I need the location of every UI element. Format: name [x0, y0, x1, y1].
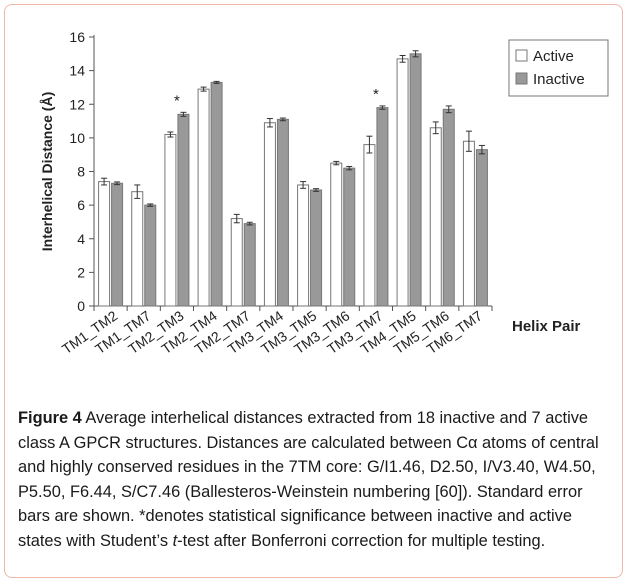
legend-box — [508, 39, 609, 97]
chart-axes: 0 2 4 6 8 10 12 14 16 — [69, 29, 493, 314]
bar-inactive-tm2_tm3 — [177, 113, 190, 307]
bar-inactive-tm6_tm7 — [475, 149, 488, 307]
bar-active-tm1_tm2 — [98, 181, 111, 307]
bar-chart: 0 2 4 6 8 10 12 14 16 Interhelical Distance (Å) H… — [39, 29, 609, 357]
bar-active-tm6_tm7 — [462, 140, 475, 307]
y-tick-label: 12 — [69, 96, 85, 112]
bar-inactive-tm5_tm6 — [442, 108, 455, 307]
y-tick-label: 6 — [77, 197, 85, 213]
bar-active-tm2_tm7 — [230, 218, 243, 307]
figure-caption: Figure 4 Average interhelical distances … — [18, 406, 610, 554]
bar-active-tm3_tm4 — [263, 122, 276, 307]
bar-inactive-tm1_tm2 — [111, 182, 124, 307]
bar-active-tm2_tm3 — [164, 134, 177, 307]
bar-inactive-tm3_tm5 — [310, 189, 323, 307]
chart-legend[interactable]: Active Inactive — [508, 39, 609, 97]
legend-swatch-inactive — [515, 72, 528, 85]
significance-marker: * — [373, 86, 379, 103]
bar-inactive-tm3_tm7 — [376, 107, 389, 307]
caption-t-italic: t — [172, 531, 178, 550]
bar-inactive-tm3_tm6 — [343, 167, 356, 307]
y-tick-label: 16 — [69, 29, 85, 45]
legend-label-inactive[interactable]: Inactive — [533, 71, 585, 88]
y-tick-label: 4 — [77, 231, 85, 247]
legend-label-active[interactable]: Active — [533, 48, 574, 65]
bar-inactive-tm2_tm4 — [210, 81, 223, 307]
bar-active-tm2_tm4 — [197, 88, 210, 307]
bar-active-tm3_tm6 — [330, 162, 343, 307]
bar-active-tm1_tm7 — [131, 191, 144, 307]
bar-active-tm5_tm6 — [429, 127, 442, 307]
y-tick-label: 10 — [69, 130, 85, 146]
bar-active-tm3_tm5 — [297, 184, 310, 307]
x-axis-title: Helix Pair — [512, 318, 581, 335]
caption-text-2: -test after Bonferroni correction for mu… — [177, 531, 546, 550]
legend-swatch-active — [515, 49, 528, 62]
caption-text-1: Average interhelical distances extracted… — [18, 409, 599, 550]
bar-inactive-tm3_tm4 — [276, 118, 289, 307]
bar-active-tm4_tm5 — [396, 58, 409, 307]
y-tick-label: 8 — [77, 164, 85, 180]
significance-marker: * — [174, 92, 180, 109]
bar-inactive-tm4_tm5 — [409, 53, 422, 307]
y-tick-label: 2 — [77, 264, 85, 280]
chart-bars — [98, 50, 488, 307]
y-tick-label: 14 — [69, 63, 85, 79]
bar-inactive-tm2_tm7 — [243, 223, 256, 307]
bar-active-tm3_tm7 — [363, 144, 376, 307]
y-axis-title: Interhelical Distance (Å) — [39, 92, 55, 252]
bar-inactive-tm1_tm7 — [144, 204, 157, 307]
y-tick-label: 0 — [77, 298, 85, 314]
caption-label: Figure 4 — [18, 409, 82, 427]
